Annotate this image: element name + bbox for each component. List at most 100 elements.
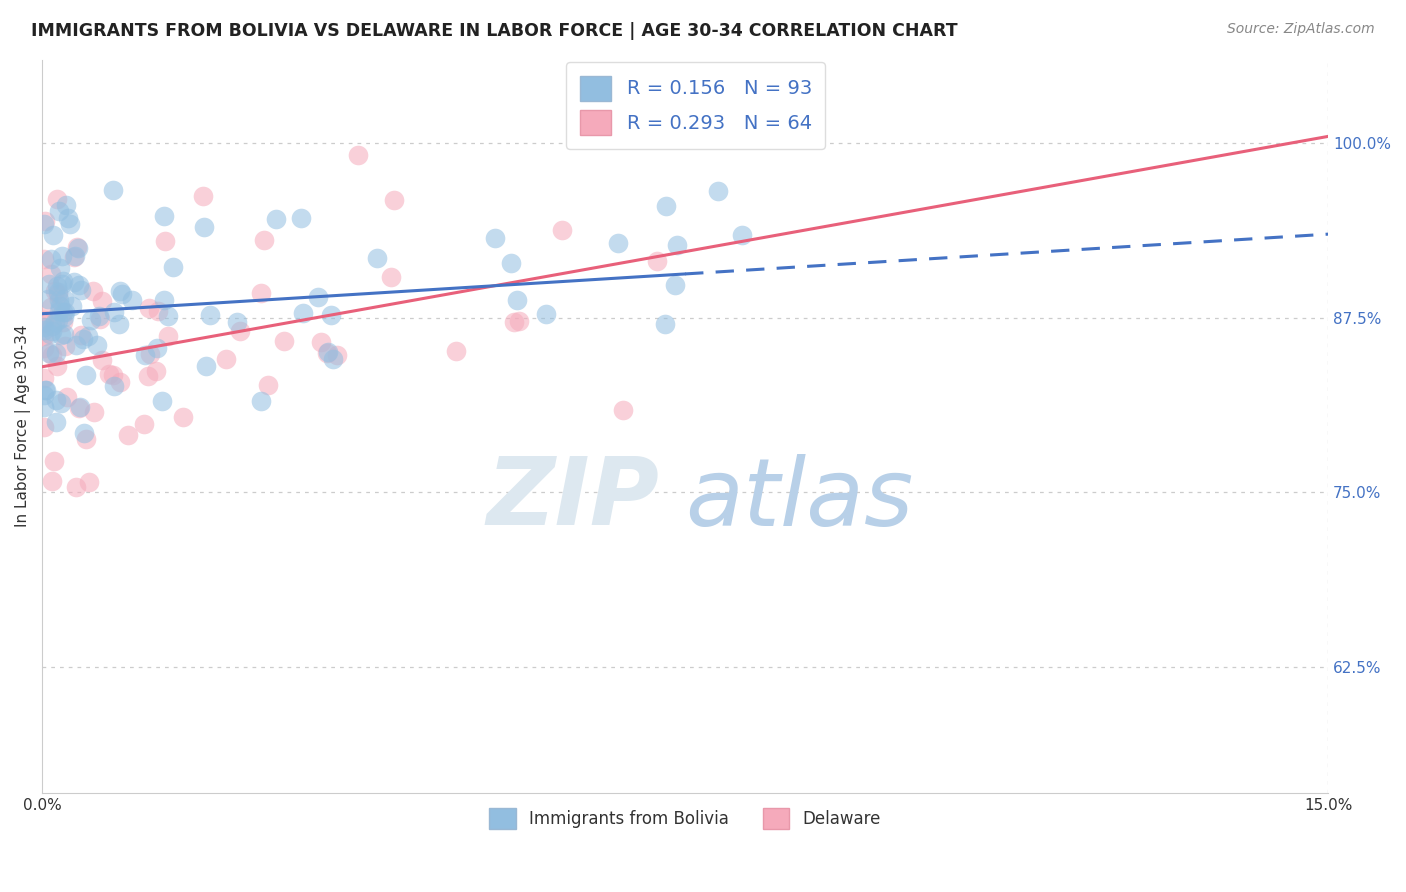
Point xyxy=(65,249,87,263)
Point xyxy=(48,204,70,219)
Point xyxy=(508,314,530,328)
Point xyxy=(80,313,103,327)
Point xyxy=(107,317,129,331)
Point xyxy=(32,329,55,343)
Point xyxy=(226,315,249,329)
Y-axis label: In Labor Force | Age 30-34: In Labor Force | Age 30-34 xyxy=(15,325,31,527)
Point xyxy=(69,400,91,414)
Point xyxy=(67,277,90,292)
Point xyxy=(195,359,218,373)
Point xyxy=(292,306,315,320)
Point xyxy=(52,305,75,319)
Point xyxy=(44,454,66,468)
Point xyxy=(52,315,75,329)
Point xyxy=(83,405,105,419)
Point xyxy=(103,379,125,393)
Point xyxy=(55,390,77,404)
Point xyxy=(150,393,173,408)
Point xyxy=(48,304,70,318)
Point xyxy=(75,368,97,382)
Point xyxy=(32,252,55,266)
Point xyxy=(215,352,238,367)
Point xyxy=(606,235,628,250)
Point xyxy=(229,325,252,339)
Point xyxy=(32,420,55,434)
Point xyxy=(121,293,143,307)
Point xyxy=(91,294,114,309)
Point xyxy=(253,233,276,247)
Point xyxy=(32,387,55,401)
Point xyxy=(52,274,75,288)
Point xyxy=(484,231,506,245)
Text: Source: ZipAtlas.com: Source: ZipAtlas.com xyxy=(1227,22,1375,37)
Point xyxy=(366,252,388,266)
Point xyxy=(172,409,194,424)
Point xyxy=(665,238,688,252)
Point xyxy=(49,396,72,410)
Point xyxy=(46,286,69,301)
Point xyxy=(34,383,56,397)
Point xyxy=(108,285,131,299)
Point xyxy=(706,184,728,198)
Point xyxy=(51,277,73,292)
Point xyxy=(44,316,66,330)
Point xyxy=(139,347,162,361)
Point xyxy=(731,227,754,242)
Point xyxy=(46,312,69,326)
Point xyxy=(41,474,63,488)
Point xyxy=(32,313,55,327)
Point xyxy=(654,317,676,331)
Point xyxy=(55,197,77,211)
Point xyxy=(198,308,221,322)
Point xyxy=(34,400,56,414)
Point xyxy=(45,279,67,293)
Point xyxy=(45,393,67,408)
Point xyxy=(44,285,66,299)
Point xyxy=(46,285,69,300)
Point xyxy=(34,217,56,231)
Point xyxy=(308,290,330,304)
Point xyxy=(41,318,63,333)
Point xyxy=(60,300,83,314)
Point xyxy=(41,300,63,314)
Point xyxy=(32,316,55,330)
Point xyxy=(67,401,90,415)
Point xyxy=(72,332,94,346)
Point xyxy=(32,323,55,337)
Point xyxy=(117,428,139,442)
Point xyxy=(66,240,89,254)
Point xyxy=(53,305,76,319)
Point xyxy=(101,368,124,383)
Point xyxy=(257,378,280,392)
Text: IMMIGRANTS FROM BOLIVIA VS DELAWARE IN LABOR FORCE | AGE 30-34 CORRELATION CHART: IMMIGRANTS FROM BOLIVIA VS DELAWARE IN L… xyxy=(31,22,957,40)
Point xyxy=(290,211,312,226)
Point xyxy=(53,310,76,325)
Point xyxy=(250,285,273,300)
Point xyxy=(32,320,55,334)
Point xyxy=(87,309,110,323)
Point xyxy=(63,250,86,264)
Point xyxy=(77,475,100,490)
Point xyxy=(326,348,349,362)
Point xyxy=(382,193,405,207)
Point xyxy=(34,341,56,355)
Point xyxy=(316,344,339,359)
Point xyxy=(380,269,402,284)
Text: ZIP: ZIP xyxy=(486,453,659,545)
Point xyxy=(82,285,104,299)
Point xyxy=(157,309,180,323)
Point xyxy=(70,328,93,343)
Point xyxy=(273,334,295,349)
Point xyxy=(41,324,63,338)
Point xyxy=(153,293,176,308)
Point xyxy=(534,307,557,321)
Point xyxy=(66,241,89,255)
Point xyxy=(499,255,522,269)
Point xyxy=(145,364,167,378)
Point xyxy=(38,345,60,359)
Point xyxy=(41,348,63,362)
Point xyxy=(39,267,62,281)
Point xyxy=(612,403,634,417)
Point xyxy=(153,209,176,223)
Point xyxy=(49,299,72,313)
